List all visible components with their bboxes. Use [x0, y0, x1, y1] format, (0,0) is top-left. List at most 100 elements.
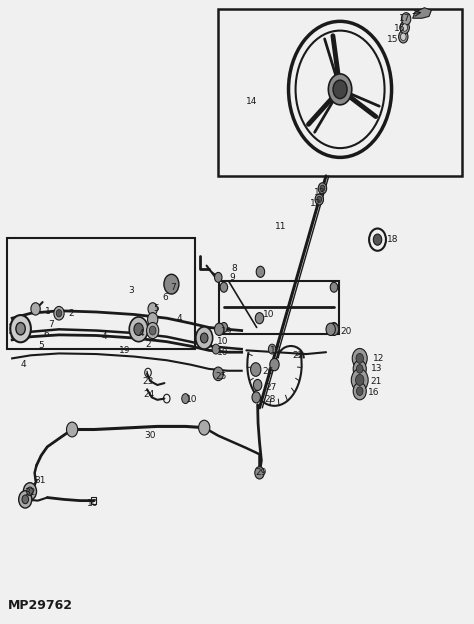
- Text: 6: 6: [43, 330, 49, 339]
- Text: 4: 4: [138, 328, 144, 338]
- Circle shape: [351, 369, 368, 391]
- Circle shape: [196, 327, 213, 349]
- Circle shape: [374, 234, 382, 245]
- Circle shape: [220, 323, 228, 333]
- Text: 8: 8: [231, 263, 237, 273]
- Circle shape: [402, 24, 408, 31]
- Circle shape: [270, 358, 279, 371]
- Circle shape: [148, 303, 157, 315]
- Text: 2: 2: [68, 310, 74, 318]
- Text: 15: 15: [387, 36, 399, 44]
- Circle shape: [182, 394, 189, 404]
- Circle shape: [66, 422, 78, 437]
- Text: 13: 13: [314, 188, 326, 197]
- Circle shape: [16, 323, 25, 335]
- Circle shape: [330, 282, 337, 292]
- Text: 3: 3: [128, 286, 134, 295]
- Circle shape: [220, 282, 228, 292]
- Circle shape: [215, 323, 224, 336]
- Circle shape: [318, 183, 327, 194]
- Circle shape: [328, 74, 352, 105]
- Bar: [218, 9, 462, 176]
- Text: 11: 11: [274, 222, 286, 231]
- Text: 10: 10: [87, 499, 99, 508]
- Circle shape: [353, 383, 366, 400]
- Text: 31: 31: [35, 475, 46, 485]
- Circle shape: [256, 266, 264, 277]
- Circle shape: [333, 80, 347, 99]
- PathPatch shape: [413, 7, 431, 18]
- Circle shape: [18, 490, 32, 508]
- Bar: [219, 281, 338, 334]
- Circle shape: [356, 364, 363, 373]
- Circle shape: [146, 323, 159, 339]
- Circle shape: [31, 303, 40, 315]
- Circle shape: [147, 313, 158, 326]
- Circle shape: [255, 467, 264, 479]
- Circle shape: [320, 185, 325, 192]
- Circle shape: [401, 12, 411, 25]
- Circle shape: [254, 379, 262, 391]
- Text: 7: 7: [49, 320, 55, 329]
- Text: 4: 4: [101, 332, 107, 341]
- Text: 21: 21: [370, 377, 382, 386]
- Text: 5: 5: [154, 304, 159, 313]
- Circle shape: [317, 197, 321, 203]
- Circle shape: [129, 317, 148, 342]
- Circle shape: [10, 315, 31, 343]
- Circle shape: [212, 344, 219, 354]
- Text: 20: 20: [340, 328, 351, 336]
- Circle shape: [56, 310, 62, 317]
- Text: 1: 1: [45, 308, 51, 316]
- Text: 23: 23: [142, 377, 154, 386]
- Circle shape: [22, 495, 28, 504]
- Text: 12: 12: [310, 198, 321, 208]
- Text: 19: 19: [221, 328, 233, 336]
- Text: 10: 10: [217, 337, 229, 346]
- Circle shape: [255, 313, 264, 324]
- Text: 32: 32: [24, 488, 36, 497]
- Circle shape: [356, 353, 364, 363]
- Text: 28: 28: [264, 396, 275, 404]
- Text: 26: 26: [262, 368, 273, 376]
- Text: MP29762: MP29762: [8, 599, 73, 612]
- Text: 10: 10: [186, 396, 198, 404]
- Circle shape: [329, 323, 338, 336]
- Circle shape: [199, 420, 210, 435]
- Text: 16: 16: [394, 24, 405, 33]
- Bar: [8, 238, 195, 349]
- Text: 5: 5: [38, 341, 44, 350]
- Text: 25: 25: [216, 373, 227, 381]
- Circle shape: [326, 323, 336, 336]
- Circle shape: [400, 21, 410, 34]
- Text: 29: 29: [256, 468, 267, 477]
- Circle shape: [399, 31, 408, 43]
- Text: 14: 14: [246, 97, 258, 106]
- Text: 10: 10: [263, 310, 274, 319]
- Circle shape: [213, 367, 223, 381]
- Circle shape: [356, 374, 364, 386]
- Bar: [91, 497, 97, 504]
- Circle shape: [353, 360, 366, 378]
- Text: 17: 17: [399, 14, 410, 22]
- Circle shape: [27, 487, 33, 495]
- Circle shape: [352, 348, 367, 368]
- Text: 7: 7: [171, 283, 176, 292]
- Text: 22: 22: [292, 351, 303, 360]
- Text: 24: 24: [143, 390, 155, 399]
- Text: 10: 10: [217, 348, 229, 357]
- Text: 13: 13: [371, 364, 383, 373]
- Text: 6: 6: [162, 293, 168, 302]
- Text: 30: 30: [145, 431, 156, 440]
- Circle shape: [315, 194, 323, 205]
- Circle shape: [268, 344, 276, 354]
- Circle shape: [356, 387, 363, 396]
- Circle shape: [401, 33, 406, 41]
- Text: 27: 27: [265, 383, 276, 392]
- Text: 16: 16: [368, 388, 380, 397]
- Text: 12: 12: [373, 354, 384, 363]
- Circle shape: [215, 273, 222, 282]
- Text: 4: 4: [20, 360, 26, 369]
- Text: 18: 18: [387, 235, 399, 243]
- Text: 2: 2: [146, 339, 151, 349]
